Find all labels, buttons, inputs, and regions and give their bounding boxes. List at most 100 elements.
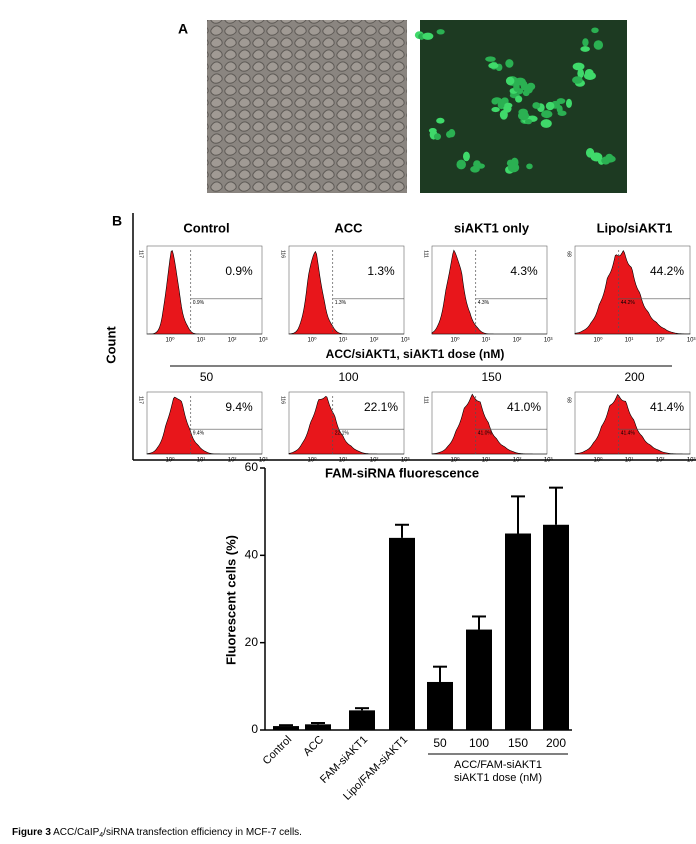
- x-tick-label: 200: [546, 736, 566, 750]
- bar: [305, 724, 331, 730]
- bar: [273, 726, 299, 730]
- gate-label: 41.4%: [621, 431, 636, 437]
- percent-label: 4.3%: [510, 264, 538, 278]
- fluorescence-image: [414, 20, 627, 193]
- x-tick-label: 10³: [259, 338, 268, 344]
- group-label: ACC/FAM-siAKT1: [454, 759, 542, 771]
- bar: [427, 681, 453, 730]
- x-tick-label: 10⁰: [165, 337, 175, 344]
- x-tick-label: 10³: [259, 458, 268, 464]
- cell: [577, 68, 585, 79]
- cell: [572, 76, 583, 84]
- cell: [505, 76, 515, 86]
- x-tick-label: 10³: [401, 338, 410, 344]
- x-tick-label: 100: [469, 736, 489, 750]
- percent-label: 44.2%: [650, 264, 684, 278]
- cell: [605, 153, 614, 160]
- histogram: [431, 249, 547, 335]
- cell: [462, 151, 470, 162]
- y-max-label: 111: [423, 250, 429, 258]
- histogram: [146, 396, 262, 455]
- x-tick-label: 10⁰: [593, 337, 603, 344]
- cell: [505, 59, 514, 68]
- y-axis-label: Count: [103, 326, 118, 364]
- cell: [541, 110, 553, 119]
- x-tick-label: ACC: [301, 734, 326, 759]
- x-tick-label: 10²: [513, 458, 522, 464]
- cell: [488, 62, 499, 69]
- x-tick-label: 10²: [513, 338, 522, 344]
- histogram: [288, 250, 404, 335]
- cell: [433, 133, 442, 140]
- gate-label: 44.2%: [621, 300, 636, 306]
- y-axis-label: Fluorescent cells (%): [223, 535, 238, 665]
- plot-title: 200: [624, 370, 644, 384]
- plot-title: Lipo/siAKT1: [597, 220, 673, 235]
- gate-label: 22.1%: [335, 431, 350, 437]
- caption-label: Figure 3: [12, 827, 51, 838]
- cell: [526, 163, 533, 170]
- y-max-label: 116: [280, 396, 286, 404]
- percent-label: 0.9%: [225, 264, 253, 278]
- caption: Figure 3 ACC/CaIP4/siRNA transfection ef…: [12, 827, 302, 839]
- cell: [436, 117, 445, 124]
- percent-label: 22.1%: [364, 400, 398, 414]
- gate-label: 1.3%: [335, 300, 347, 306]
- x-tick-label: Control: [261, 734, 295, 768]
- y-max-label: 117: [138, 396, 144, 404]
- cell: [485, 56, 496, 62]
- cell: [593, 40, 604, 50]
- cell: [540, 119, 552, 128]
- x-tick-label: 10²: [656, 338, 665, 344]
- panel-label: A: [178, 21, 188, 37]
- bar: [389, 537, 415, 730]
- caption-text: /siRNA transfection efficiency in MCF-7 …: [103, 827, 302, 838]
- x-tick-label: 10¹: [482, 338, 491, 344]
- cell: [580, 46, 590, 52]
- plot-title: 150: [481, 370, 501, 384]
- x-tick-label: 10²: [228, 338, 237, 344]
- x-tick-label: 10¹: [625, 458, 634, 464]
- y-max-label: 116: [280, 250, 286, 258]
- cell: [513, 82, 520, 92]
- cell: [456, 159, 466, 170]
- cell: [497, 100, 506, 110]
- x-tick-label: 10⁰: [307, 337, 317, 344]
- gate-label: 4.3%: [478, 300, 490, 306]
- y-tick-label: 20: [245, 635, 259, 649]
- group-label: siAKT1 dose (nM): [454, 772, 542, 784]
- x-tick-label: 10⁰: [593, 457, 603, 464]
- cell: [590, 152, 603, 162]
- cell: [499, 109, 508, 120]
- gate-label: 0.9%: [193, 300, 205, 306]
- cell: [436, 29, 445, 35]
- x-axis-label: FAM-siRNA fluorescence: [325, 465, 479, 480]
- gate-label: 9.4%: [193, 431, 205, 437]
- cell: [422, 32, 434, 40]
- cell: [545, 101, 555, 111]
- x-tick-label: 50: [433, 736, 447, 750]
- percent-label: 9.4%: [225, 400, 253, 414]
- percent-label: 41.4%: [650, 400, 684, 414]
- y-max-label: 111: [423, 396, 429, 404]
- cell: [523, 85, 533, 93]
- x-tick-label: 10³: [401, 458, 410, 464]
- gate-label: 41.0%: [478, 431, 493, 437]
- bar: [505, 533, 531, 730]
- cell: [583, 71, 596, 80]
- cell: [572, 62, 585, 71]
- histogram: [574, 250, 691, 335]
- plot-title: 50: [200, 370, 214, 384]
- cell: [491, 98, 499, 105]
- panel-label: B: [112, 213, 122, 229]
- cell: [503, 104, 512, 113]
- y-tick-label: 40: [245, 548, 259, 562]
- x-tick-label: 10²: [656, 458, 665, 464]
- cell: [491, 107, 500, 113]
- x-tick-label: 10²: [370, 338, 379, 344]
- x-tick-label: 10¹: [482, 458, 491, 464]
- y-max-label: 68: [566, 397, 572, 403]
- x-tick-label: 10³: [687, 458, 696, 464]
- row-title: ACC/siAKT1, siAKT1 dose (nM): [326, 347, 505, 361]
